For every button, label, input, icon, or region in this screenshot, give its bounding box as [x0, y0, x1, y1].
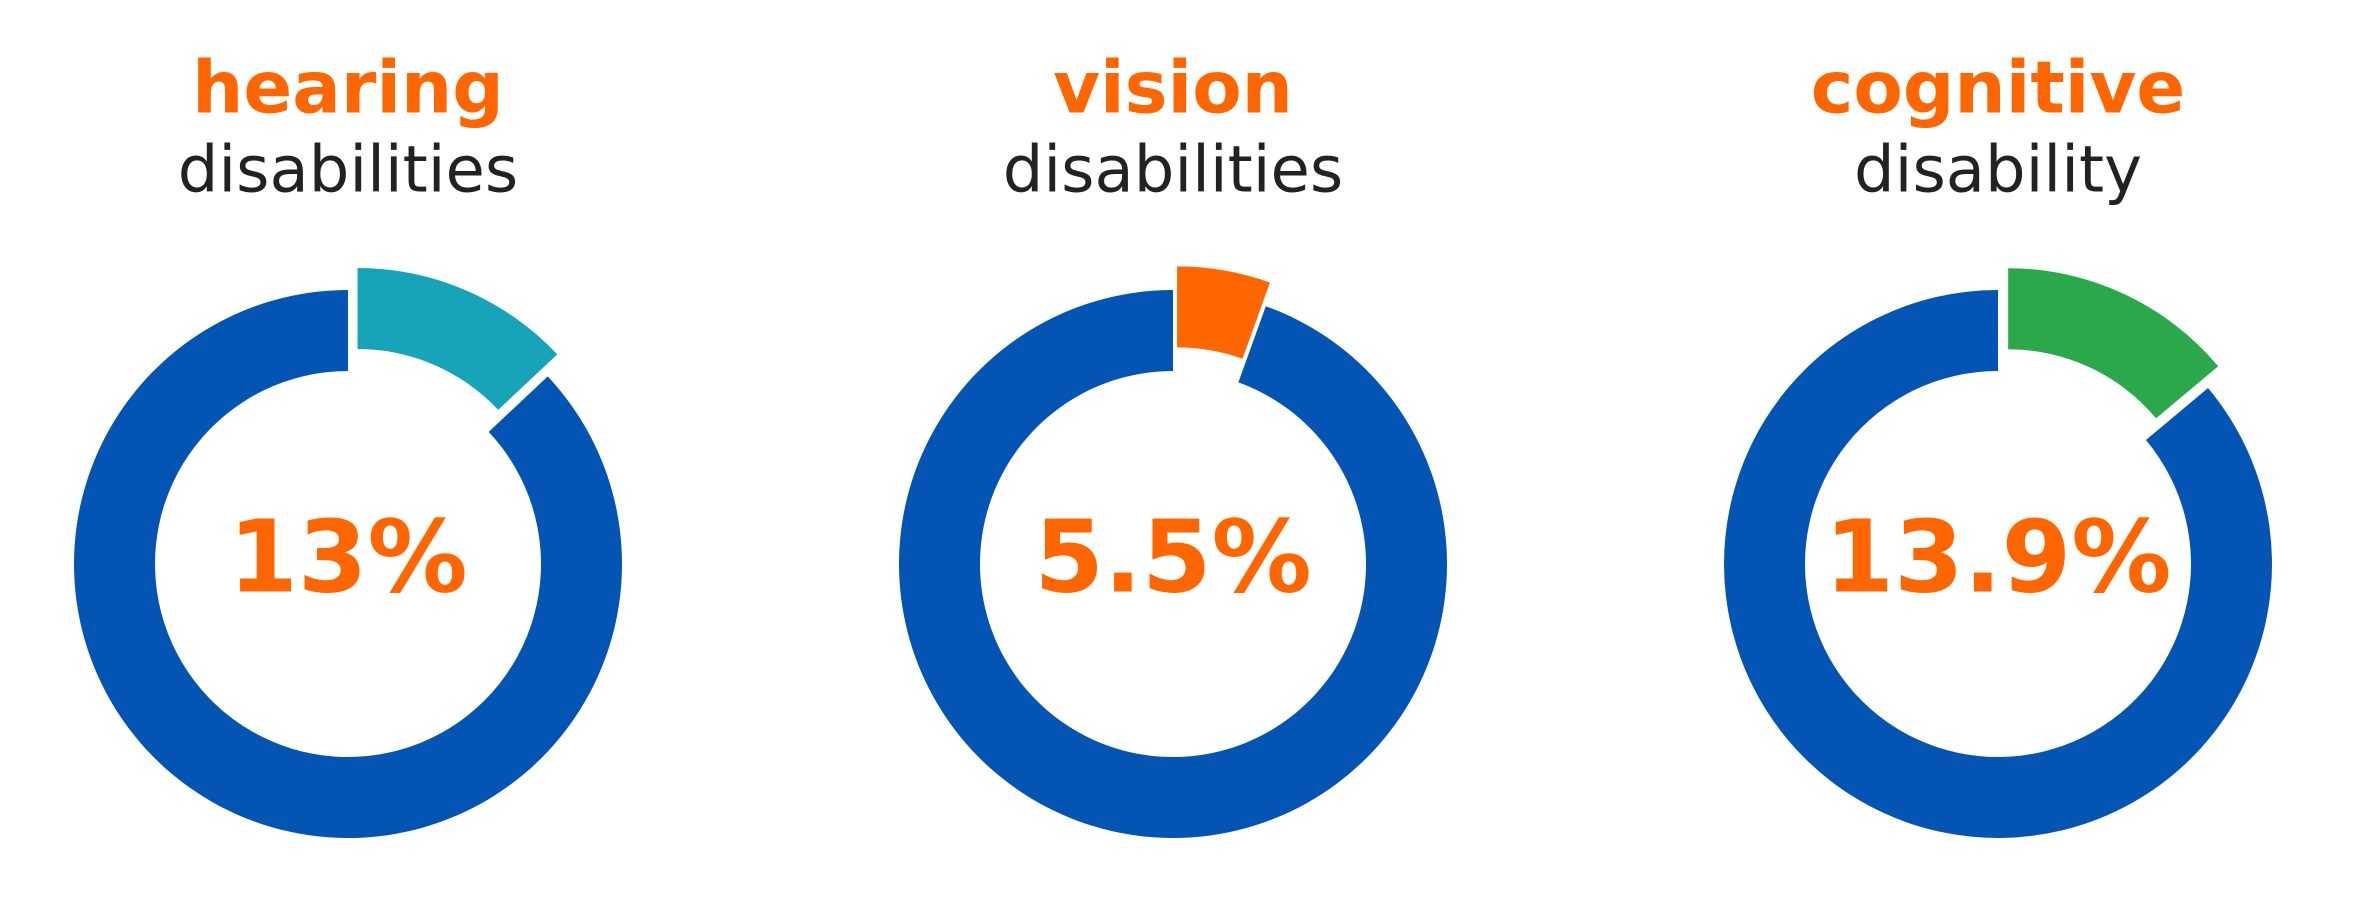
donut-segment	[2008, 268, 2219, 419]
percent-label: 13.9%	[1825, 498, 2172, 615]
donut-segment	[1177, 266, 1270, 359]
chart-title: vision	[1053, 46, 1293, 130]
chart-subtitle: disabilities	[178, 134, 519, 208]
chart-title: hearing	[192, 46, 504, 130]
chart-title: cognitive	[1811, 46, 2185, 130]
donut-segment	[73, 290, 622, 839]
donut-segment	[357, 267, 558, 410]
donut-segment	[899, 290, 1448, 838]
chart-subtitle: disabilities	[1003, 134, 1344, 208]
donut-segment	[1724, 290, 2273, 838]
chart-subtitle: disability	[1854, 134, 2142, 208]
percent-label: 5.5%	[1034, 498, 1311, 615]
percent-label: 13%	[228, 498, 467, 615]
